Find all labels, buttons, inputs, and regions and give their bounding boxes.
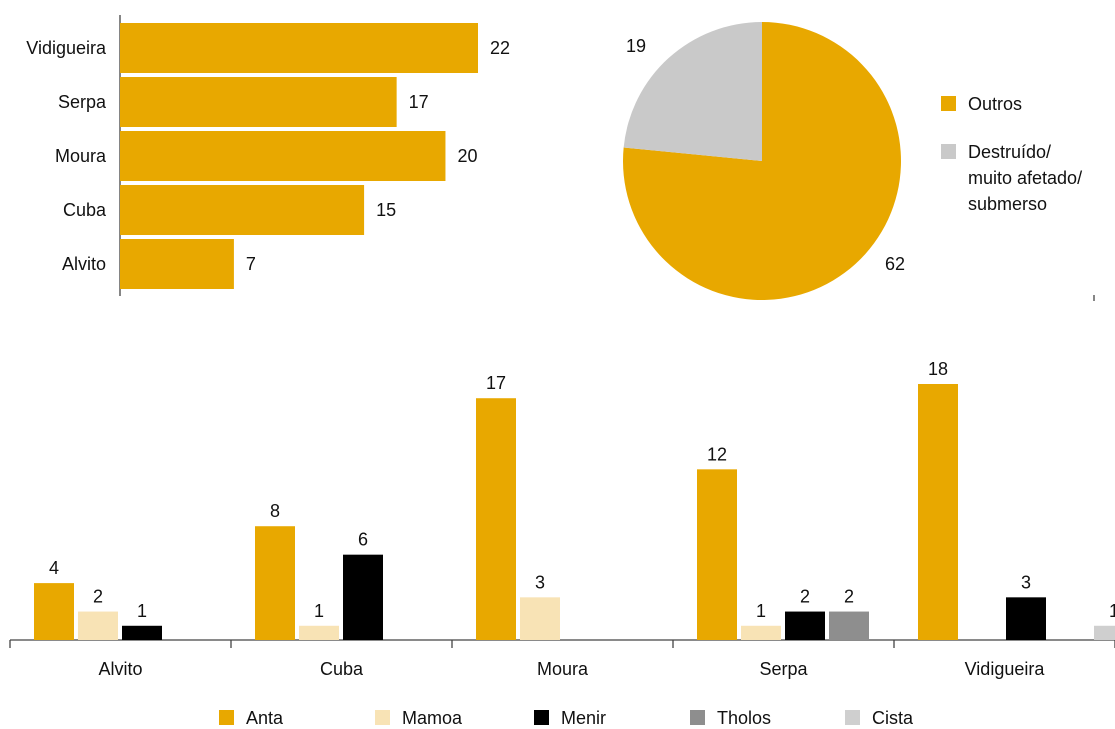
pie-legend: Outros Destruído/muito afetado/submerso xyxy=(941,94,1082,214)
bar-cista-vidigueira xyxy=(1094,625,1115,640)
category-label: Vidigueira xyxy=(965,659,1046,679)
value-label: 7 xyxy=(246,254,256,274)
value-label: 2 xyxy=(93,587,103,607)
value-label: 3 xyxy=(535,572,545,592)
bar-menir-cuba xyxy=(343,554,383,640)
legend-label: Destruído/ xyxy=(968,142,1051,162)
bar-anta-vidigueira xyxy=(918,384,958,640)
bar-mamoa-cuba xyxy=(299,625,339,640)
pie-slice-destruido xyxy=(623,22,762,161)
value-label: 6 xyxy=(358,530,368,550)
category-label: Moura xyxy=(537,659,589,679)
bar-vidigueira xyxy=(120,23,478,73)
value-label: 4 xyxy=(49,558,59,578)
legend-label: submerso xyxy=(968,194,1047,214)
bar-tholos-serpa xyxy=(829,611,869,640)
pie-chart: 62 19 xyxy=(622,22,1095,301)
bar-cuba xyxy=(120,185,365,235)
category-label: Serpa xyxy=(58,92,107,112)
value-label: 22 xyxy=(490,38,510,58)
category-label: Vidigueira xyxy=(26,38,107,58)
bar-alvito xyxy=(120,239,234,289)
bar-menir-serpa xyxy=(785,611,825,640)
legend-swatch-menir xyxy=(534,710,549,725)
value-label: 3 xyxy=(1021,572,1031,592)
value-label: 12 xyxy=(707,444,727,464)
legend-swatch xyxy=(941,144,956,159)
category-label: Alvito xyxy=(62,254,106,274)
value-label: 2 xyxy=(844,587,854,607)
bar-anta-alvito xyxy=(34,583,74,640)
legend-label: Tholos xyxy=(717,708,771,728)
bar-anta-serpa xyxy=(697,469,737,640)
horizontal-bar-chart: Vidigueira 22 Serpa 17 Moura 20 Cuba 15 Alvito 7 xyxy=(26,15,510,296)
pie-slice-outros xyxy=(622,22,901,300)
value-label: 17 xyxy=(409,92,429,112)
legend-swatch-cista xyxy=(845,710,860,725)
value-label: 8 xyxy=(270,501,280,521)
bar-moura xyxy=(120,131,446,181)
legend-label: Menir xyxy=(561,708,606,728)
bar-mamoa-serpa xyxy=(741,625,781,640)
slice-value-label: 19 xyxy=(626,36,646,56)
value-label: 20 xyxy=(457,146,477,166)
value-label: 17 xyxy=(486,373,506,393)
legend-swatch-tholos xyxy=(690,710,705,725)
value-label: 1 xyxy=(314,601,324,621)
category-label: Cuba xyxy=(63,200,107,220)
legend-swatch xyxy=(941,96,956,111)
bar-mamoa-moura xyxy=(520,597,560,640)
category-label: Serpa xyxy=(759,659,808,679)
category-label: Moura xyxy=(55,146,107,166)
value-label: 1 xyxy=(1109,601,1115,621)
bar-anta-moura xyxy=(476,398,516,640)
legend-label: Cista xyxy=(872,708,914,728)
bar-serpa xyxy=(120,77,397,127)
value-label: 18 xyxy=(928,359,948,379)
bar-mamoa-alvito xyxy=(78,611,118,640)
bar-anta-cuba xyxy=(255,526,295,640)
value-label: 2 xyxy=(800,587,810,607)
grouped-bar-legend: Anta Mamoa Menir Tholos Cista xyxy=(219,708,914,728)
value-label: 1 xyxy=(756,601,766,621)
legend-label: muito afetado/ xyxy=(968,168,1082,188)
category-label: Cuba xyxy=(320,659,364,679)
legend-label: Outros xyxy=(968,94,1022,114)
category-label: Alvito xyxy=(98,659,142,679)
value-label: 15 xyxy=(376,200,396,220)
legend-label: Anta xyxy=(246,708,284,728)
value-label: 1 xyxy=(137,601,147,621)
bar-menir-alvito xyxy=(122,625,162,640)
slice-value-label: 62 xyxy=(885,254,905,274)
legend-swatch-mamoa xyxy=(375,710,390,725)
legend-swatch-anta xyxy=(219,710,234,725)
legend-label: Mamoa xyxy=(402,708,463,728)
bar-menir-vidigueira xyxy=(1006,597,1046,640)
